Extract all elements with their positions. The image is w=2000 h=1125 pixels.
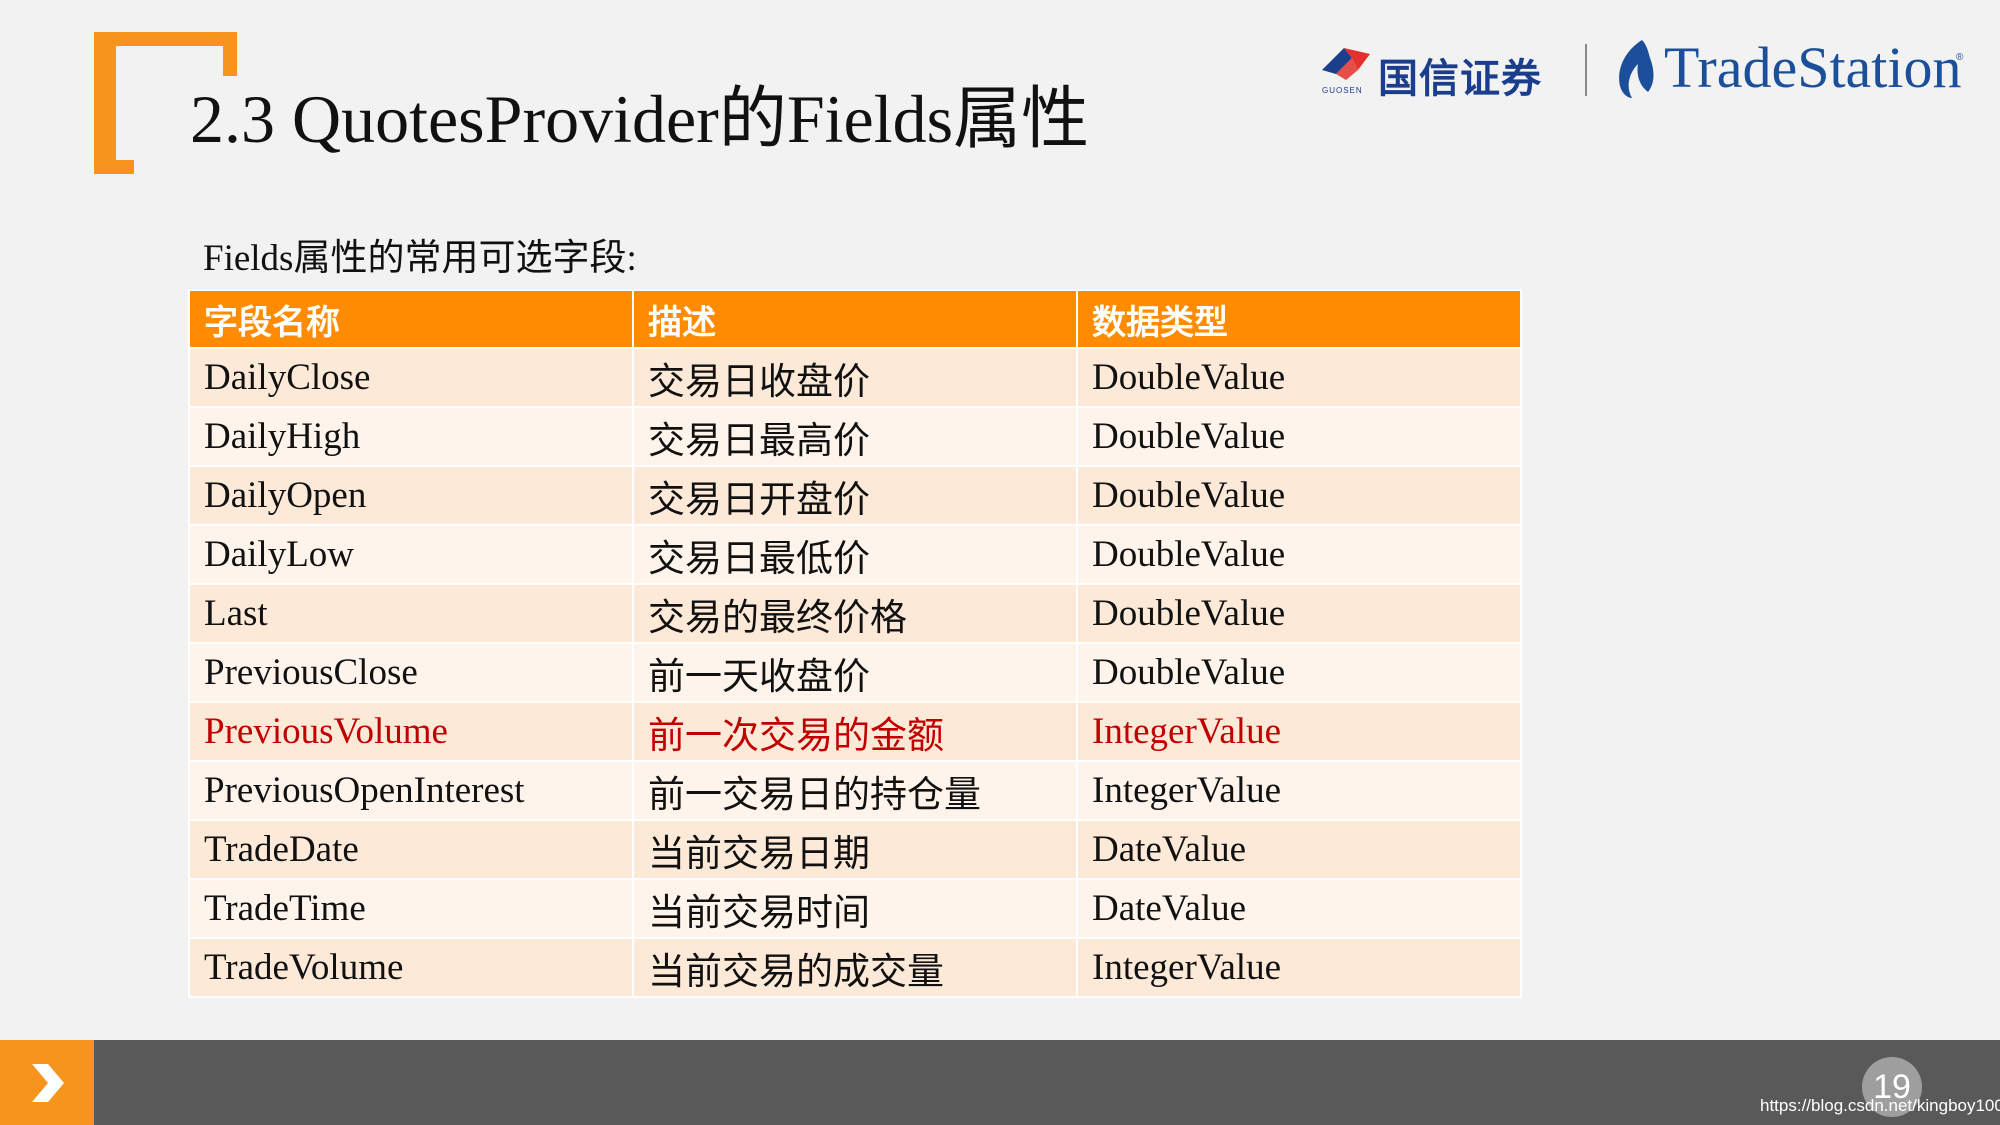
field-name-cell: Last (188, 583, 634, 644)
header-data-type: 数据类型 (1076, 289, 1522, 349)
data-type-cell: IntegerValue (1076, 760, 1522, 821)
registered-mark: ® (1956, 52, 1964, 63)
guosen-name: 国信证券 (1378, 55, 1542, 102)
field-name-cell: DailyClose (188, 347, 634, 408)
guosen-logo: GUOSEN 国信证券 (1318, 42, 1568, 102)
header-field-name: 字段名称 (188, 289, 634, 349)
description-cell: 前一次交易的金额 (632, 701, 1078, 762)
guosen-sub-label: GUOSEN (1322, 86, 1363, 95)
page-number: 19 (1862, 1057, 1922, 1117)
tradestation-flame-icon (1619, 40, 1654, 98)
fields-table: 字段名称 描述 数据类型 DailyClose 交易日收盘价 DoubleVal… (188, 289, 1522, 998)
data-type-cell: DoubleValue (1076, 406, 1522, 467)
table-row: DailyClose 交易日收盘价 DoubleValue (188, 347, 1522, 408)
title-bracket (94, 32, 237, 174)
table-header-row: 字段名称 描述 数据类型 (188, 289, 1522, 349)
table-intro: Fields属性的常用可选字段: (203, 238, 637, 279)
header-description: 描述 (632, 289, 1078, 349)
table-row: PreviousClose 前一天收盘价 DoubleValue (188, 642, 1522, 703)
description-cell: 当前交易的成交量 (632, 937, 1078, 998)
field-name-cell: TradeTime (188, 878, 634, 939)
chevron-right-icon (32, 1064, 64, 1102)
description-cell: 交易日最低价 (632, 524, 1078, 585)
tradestation-logo: TradeStation ® (1612, 34, 1972, 104)
table-row: TradeDate 当前交易日期 DateValue (188, 819, 1522, 880)
description-cell: 交易日收盘价 (632, 347, 1078, 408)
data-type-cell: DateValue (1076, 878, 1522, 939)
watermark-url: https://blog.csdn.net/kingboy100 (1760, 1096, 2000, 1115)
guosen-mark-icon (1322, 48, 1370, 80)
description-cell: 前一交易日的持仓量 (632, 760, 1078, 821)
tradestation-name: TradeStation (1664, 35, 1962, 100)
footer-arrow-box (0, 1040, 94, 1125)
logo-divider (1585, 44, 1587, 96)
table-row-highlighted: PreviousVolume 前一次交易的金额 IntegerValue (188, 701, 1522, 762)
field-name-cell: TradeVolume (188, 937, 634, 998)
field-name-cell: DailyLow (188, 524, 634, 585)
description-cell: 交易的最终价格 (632, 583, 1078, 644)
table-row: TradeVolume 当前交易的成交量 IntegerValue (188, 937, 1522, 998)
field-name-cell: DailyOpen (188, 465, 634, 526)
field-name-cell: PreviousClose (188, 642, 634, 703)
data-type-cell: DoubleValue (1076, 524, 1522, 585)
field-name-cell: TradeDate (188, 819, 634, 880)
field-name-cell: PreviousOpenInterest (188, 760, 634, 821)
description-cell: 当前交易时间 (632, 878, 1078, 939)
data-type-cell: DoubleValue (1076, 465, 1522, 526)
page-title: 2.3 QuotesProvider的Fields属性 (190, 81, 1090, 157)
data-type-cell: DoubleValue (1076, 347, 1522, 408)
data-type-cell: DoubleValue (1076, 642, 1522, 703)
data-type-cell: IntegerValue (1076, 701, 1522, 762)
table-row: TradeTime 当前交易时间 DateValue (188, 878, 1522, 939)
description-cell: 交易日最高价 (632, 406, 1078, 467)
table-row: PreviousOpenInterest 前一交易日的持仓量 IntegerVa… (188, 760, 1522, 821)
description-cell: 前一天收盘价 (632, 642, 1078, 703)
data-type-cell: DoubleValue (1076, 583, 1522, 644)
data-type-cell: IntegerValue (1076, 937, 1522, 998)
table-row: DailyLow 交易日最低价 DoubleValue (188, 524, 1522, 585)
table-row: DailyOpen 交易日开盘价 DoubleValue (188, 465, 1522, 526)
description-cell: 交易日开盘价 (632, 465, 1078, 526)
description-cell: 当前交易日期 (632, 819, 1078, 880)
field-name-cell: PreviousVolume (188, 701, 634, 762)
field-name-cell: DailyHigh (188, 406, 634, 467)
table-row: Last 交易的最终价格 DoubleValue (188, 583, 1522, 644)
data-type-cell: DateValue (1076, 819, 1522, 880)
table-row: DailyHigh 交易日最高价 DoubleValue (188, 406, 1522, 467)
footer-bar (0, 1040, 2000, 1125)
